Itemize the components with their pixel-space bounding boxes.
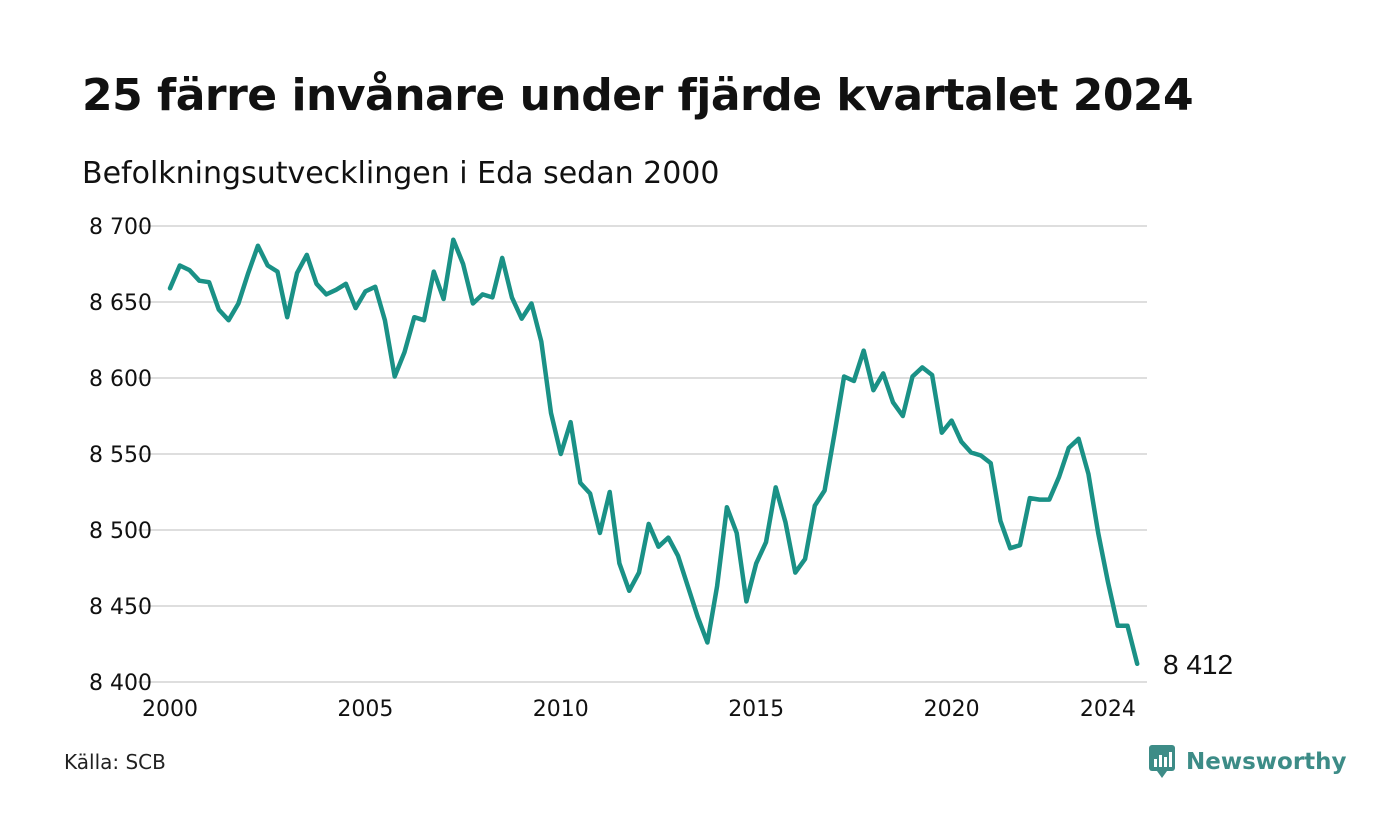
chart-title: 25 färre invånare under fjärde kvartalet… [82, 70, 1194, 121]
x-tick-label: 2010 [533, 697, 589, 722]
x-tick-label: 2015 [728, 697, 784, 722]
y-tick-label: 8 500 [89, 519, 152, 544]
x-tick-label: 2000 [142, 697, 198, 722]
brand-logo: Newsworthy [1148, 744, 1347, 780]
y-tick-label: 8 400 [89, 671, 152, 696]
brand-name: Newsworthy [1186, 749, 1347, 775]
gridlines [138, 225, 1147, 683]
series-line [167, 237, 1140, 667]
x-tick-label: 2024 [1080, 697, 1136, 722]
x-tick-label: 2005 [337, 697, 393, 722]
newsworthy-logo-icon [1149, 745, 1175, 778]
end-value-label: 8 412 [1163, 649, 1233, 680]
source-note: Källa: SCB [64, 750, 166, 774]
x-axis-ticks: 2000 2005 2010 2015 2020 2024 [142, 697, 1136, 722]
chart-subtitle: Befolkningsutvecklingen i Eda sedan 2000 [82, 156, 720, 191]
end-label-group: 8 412 [1163, 649, 1233, 680]
y-tick-label: 8 700 [89, 215, 152, 240]
y-tick-label: 8 550 [89, 443, 152, 468]
y-tick-label: 8 650 [89, 291, 152, 316]
x-tick-label: 2020 [924, 697, 980, 722]
y-tick-label: 8 450 [89, 595, 152, 620]
y-axis-ticks: 8 400 8 450 8 500 8 550 8 600 8 650 8 700 [89, 215, 152, 696]
series-group [167, 237, 1140, 667]
y-tick-label: 8 600 [89, 367, 152, 392]
